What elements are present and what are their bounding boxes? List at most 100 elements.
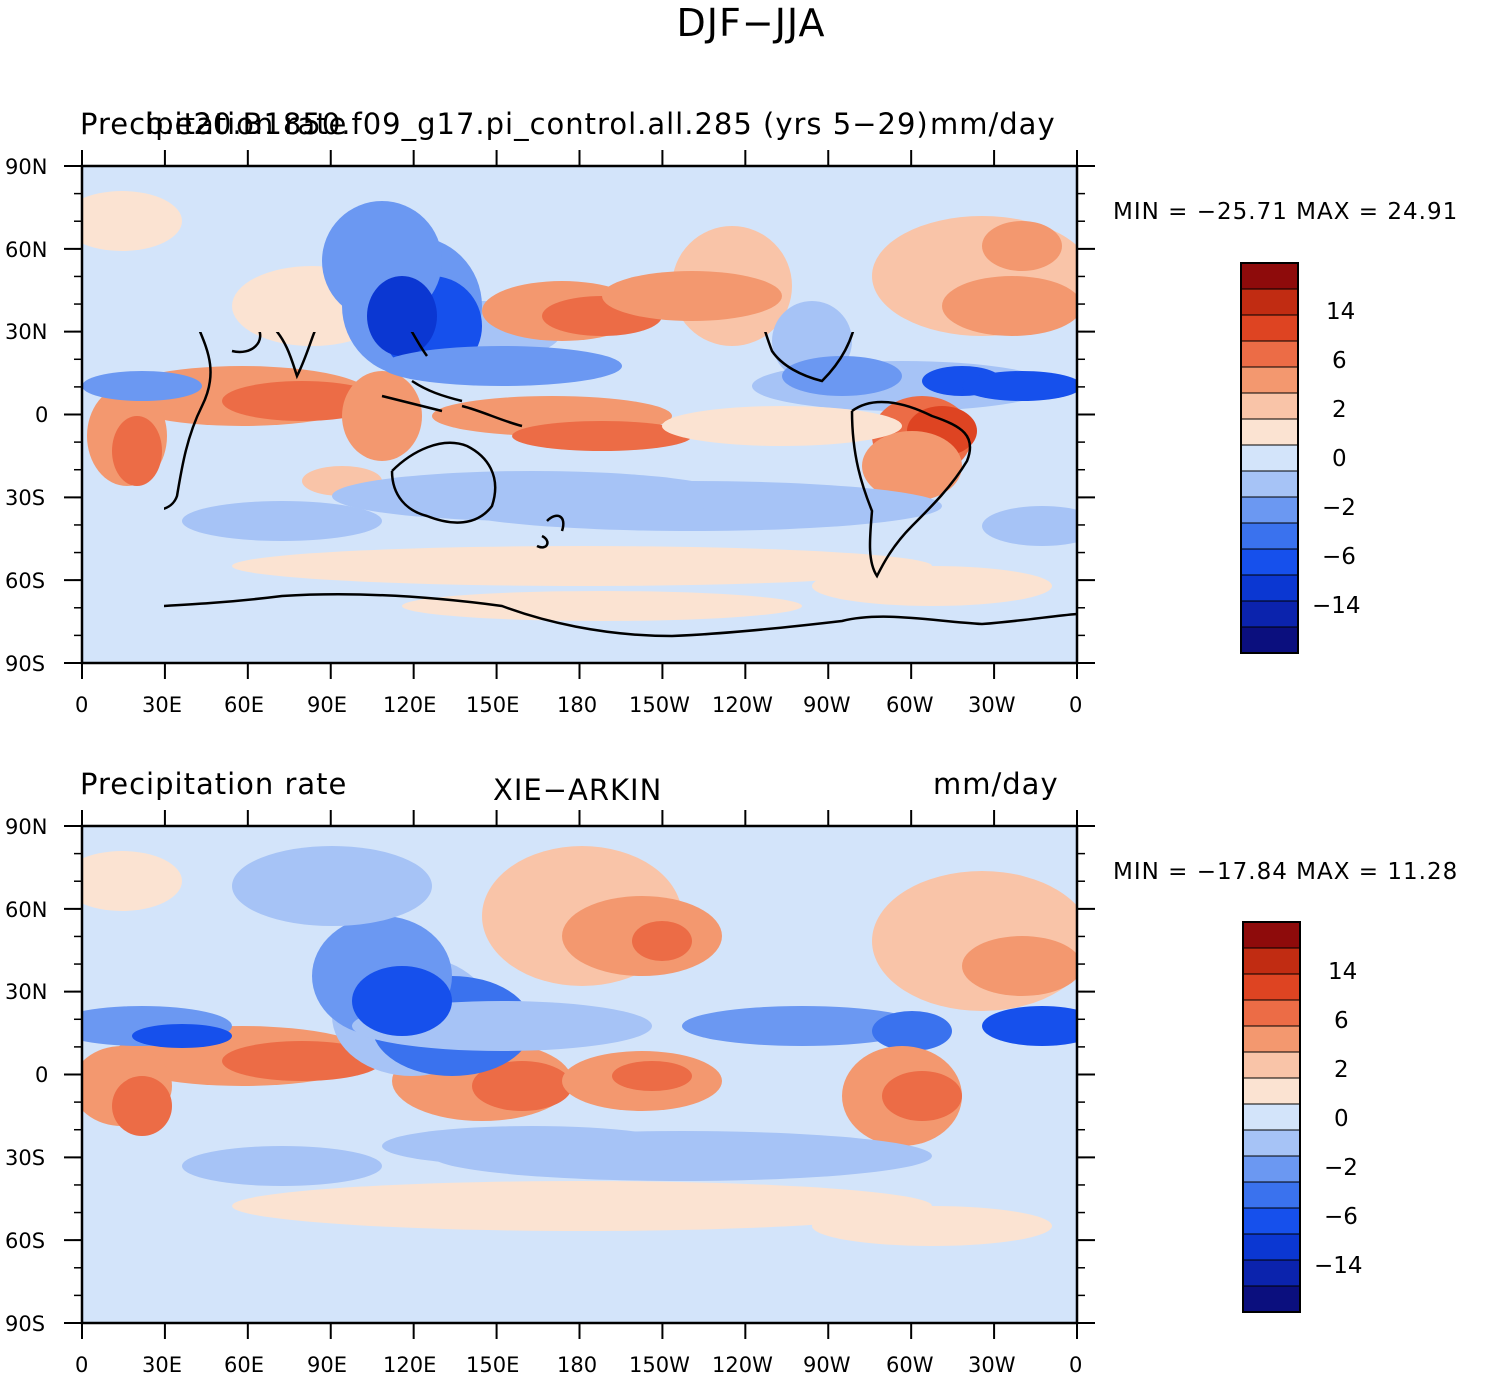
- precip-blob: [182, 1146, 382, 1186]
- coastlines: [164, 332, 1078, 638]
- precip-blob: [682, 1006, 922, 1046]
- precip-blob: [402, 591, 802, 621]
- lon-label: 0: [75, 1353, 89, 1377]
- colorbar-swatch: [1240, 600, 1299, 628]
- colorbar-label: −2: [1322, 495, 1356, 521]
- precip-blob: [222, 381, 382, 421]
- lat-label: 60N: [5, 238, 48, 262]
- colorbar-label: 6: [1332, 348, 1347, 374]
- coastline: [164, 332, 212, 510]
- panel-1-right-title: mm/day: [930, 107, 1056, 141]
- coastline: [231, 332, 316, 380]
- colorbar-label: 6: [1334, 1008, 1349, 1034]
- lon-label: 0: [1069, 1353, 1083, 1377]
- lon-label: 150E: [466, 693, 520, 717]
- colorbar-swatch: [1240, 626, 1299, 654]
- lon-label: 120W: [712, 1353, 773, 1377]
- precip-blob: [982, 1006, 1077, 1046]
- colorbar-swatch: [1242, 1155, 1301, 1183]
- lon-label: 150E: [466, 1353, 520, 1377]
- colorbar-label: 0: [1332, 446, 1347, 472]
- lon-label: 0: [75, 693, 89, 717]
- colorbar-swatch: [1240, 548, 1299, 576]
- lon-label: 30E: [142, 693, 182, 717]
- precip-blob: [982, 506, 1077, 546]
- lat-label: 60N: [5, 898, 48, 922]
- lon-label: 0: [1069, 693, 1083, 717]
- lat-label: 90S: [5, 1312, 46, 1336]
- colorbar-swatch: [1242, 921, 1301, 949]
- lat-label: 90N: [5, 815, 48, 839]
- lat-label: 90S: [5, 652, 46, 676]
- precip-blob: [82, 371, 202, 401]
- lon-label: 90W: [803, 1353, 851, 1377]
- colorbar-swatch: [1240, 340, 1299, 368]
- lat-label: 60S: [5, 1229, 46, 1253]
- lat-label: 30S: [5, 486, 46, 510]
- precip-blob: [182, 501, 382, 541]
- colorbar-swatch: [1240, 262, 1299, 290]
- lon-label: 90E: [307, 693, 347, 717]
- lon-label: 150W: [629, 693, 690, 717]
- colorbar-swatch: [1242, 1181, 1301, 1209]
- colorbar-swatch: [1240, 288, 1299, 316]
- colorbar-label: −6: [1324, 1204, 1358, 1230]
- coastline: [850, 400, 972, 579]
- lat-label: 0: [35, 1063, 49, 1087]
- colorbar-swatch: [1242, 1025, 1301, 1053]
- precip-blob: [812, 1206, 1052, 1246]
- colorbar-swatch: [1242, 1077, 1301, 1105]
- precip-blob: [472, 1061, 572, 1111]
- coastline: [390, 441, 497, 524]
- lat-label: 0: [35, 403, 49, 427]
- lon-label: 120W: [712, 693, 773, 717]
- lat-label: 90N: [5, 155, 48, 179]
- precip-blob: [872, 1011, 952, 1051]
- coastline: [410, 332, 429, 357]
- panel-2-right-title: mm/day: [933, 767, 1059, 801]
- precip-blob: [782, 356, 902, 396]
- map-panel-2: [64, 810, 1301, 1339]
- precip-field: [82, 826, 1077, 1323]
- colorbar-label: 14: [1326, 299, 1356, 325]
- precip-blob: [662, 406, 902, 446]
- colorbar-swatch: [1242, 1207, 1301, 1235]
- lon-label: 30E: [142, 1353, 182, 1377]
- precip-blob: [962, 371, 1077, 401]
- precip-blob: [382, 1126, 682, 1166]
- lat-label: 60S: [5, 569, 46, 593]
- lon-label: 90W: [803, 693, 851, 717]
- precip-blob: [112, 416, 162, 486]
- colorbar-frame: [1242, 921, 1301, 1313]
- panel-1-center-title: b.e20.B1850.f09_g17.pi_control.all.285 (…: [145, 107, 929, 141]
- panel-2-center-title: XIE−ARKIN: [493, 773, 663, 807]
- colorbar-swatch: [1240, 366, 1299, 394]
- map-panel-1: [64, 150, 1299, 679]
- colorbar-label: 2: [1334, 1057, 1349, 1083]
- colorbar-swatch: [1240, 392, 1299, 420]
- lat-label: 30N: [5, 980, 48, 1004]
- precip-blob: [82, 851, 182, 911]
- lon-label: 120E: [383, 693, 437, 717]
- colorbar-swatch: [1240, 444, 1299, 472]
- precip-blob: [232, 1181, 932, 1231]
- coastline: [164, 593, 1078, 638]
- precip-blob: [962, 936, 1077, 996]
- lon-label: 30W: [968, 1353, 1016, 1377]
- lon-label: 60E: [224, 1353, 264, 1377]
- colorbar-swatch: [1242, 973, 1301, 1001]
- colorbar-swatch: [1240, 470, 1299, 498]
- lon-label: 180: [557, 693, 598, 717]
- panel-1-left-title: Precipitation rate: [80, 107, 348, 141]
- precip-blob: [602, 271, 782, 321]
- precip-field: [82, 166, 1077, 663]
- lon-label: 180: [557, 1353, 598, 1377]
- colorbar-swatch: [1242, 1129, 1301, 1157]
- colorbar-swatch: [1240, 522, 1299, 550]
- lon-label: 90E: [307, 1353, 347, 1377]
- figure-title: DJF−JJA: [676, 1, 826, 45]
- precip-blob: [812, 566, 1052, 606]
- colorbar-label: 2: [1332, 397, 1347, 423]
- colorbar-swatch: [1242, 1103, 1301, 1131]
